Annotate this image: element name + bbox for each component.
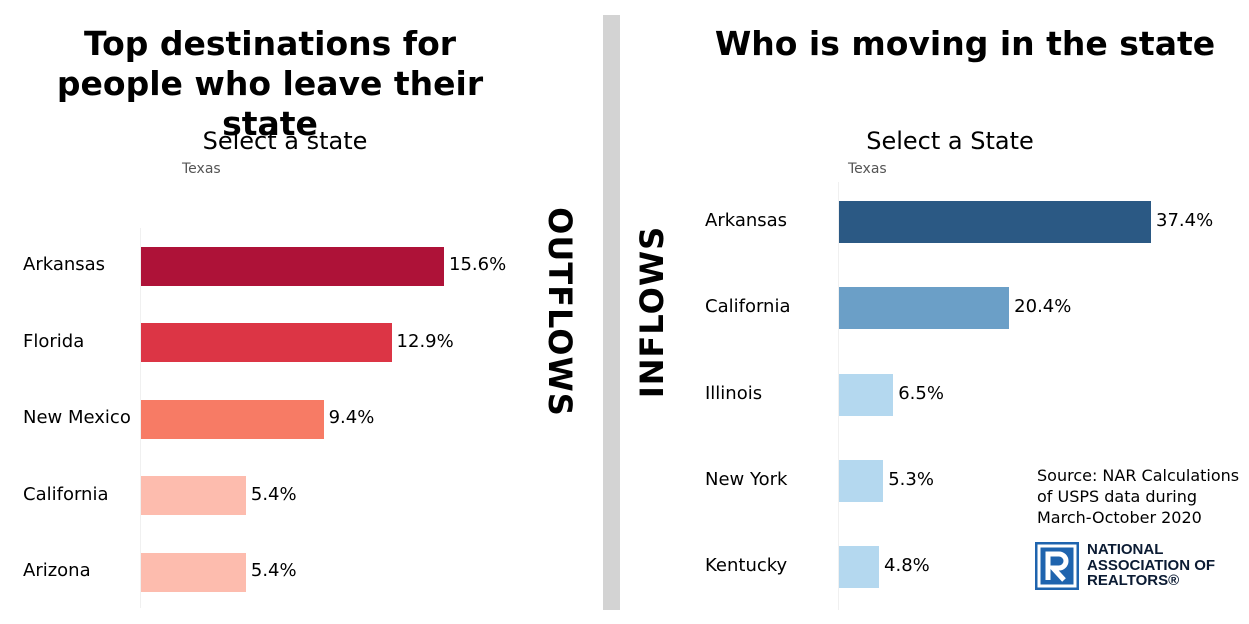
inflows-category-label: Kentucky [705, 555, 788, 577]
outflows-category-label: Arkansas [23, 254, 106, 275]
outflows-category-label: Arizona [23, 560, 91, 581]
outflows-bar[interactable] [141, 323, 392, 362]
inflows-category-label: Arkansas [705, 210, 788, 231]
inflows-value-label: 20.4% [1014, 296, 1072, 318]
inflows-bar[interactable] [839, 546, 880, 589]
inflows-axis-line [838, 182, 839, 610]
inflows-select-label: Select a State [866, 127, 1034, 155]
inflows-category-label: Illinois [705, 382, 763, 404]
outflows-side-label: OUTFLOWS [541, 207, 579, 417]
inflows-chart-title: Who is moving in the state [714, 24, 1216, 63]
inflows-category-label: New York [705, 468, 788, 490]
outflows-value-label: 5.4% [250, 483, 297, 505]
outflows-bar[interactable] [141, 246, 444, 286]
inflows-side-label: INFLOWS [633, 225, 671, 399]
outflows-select-label: Select a state [202, 127, 368, 155]
outflows-value-label: 12.9% [396, 330, 454, 352]
source-note: Source: NAR Calculations of USPS data du… [1037, 465, 1239, 528]
inflows-bar[interactable] [839, 287, 1010, 330]
inflows-value-label: 37.4% [1156, 210, 1214, 231]
realtor-r-logo-icon [1035, 542, 1079, 590]
inflows-value-label: 6.5% [898, 382, 944, 404]
inflows-bar[interactable] [839, 373, 894, 416]
source-line: March-October 2020 [1037, 508, 1202, 527]
outflows-bar[interactable] [141, 552, 246, 592]
inflows-value-label: 4.8% [884, 555, 930, 577]
inflows-bar[interactable] [839, 201, 1151, 243]
outflows-bar[interactable] [141, 476, 246, 515]
inflows-category-label: California [705, 296, 791, 318]
outflows-value-label: 5.4% [250, 560, 297, 581]
outflows-axis-line [140, 228, 141, 608]
outflows-chart-title: Top destinations for people who leave th… [56, 24, 484, 143]
outflows-value-label: 9.4% [328, 407, 375, 428]
outflows-bar[interactable] [141, 399, 324, 439]
inflows-value-label: 5.3% [888, 468, 934, 490]
outflows-category-label: Florida [23, 330, 85, 352]
outflows-category-label: California [23, 483, 109, 505]
inflows-bar[interactable] [839, 459, 884, 502]
inflows-state-select[interactable]: Texas [848, 161, 887, 177]
nar-logo-text: NATIONAL ASSOCIATION OF REALTORS® [1087, 541, 1216, 589]
outflows-category-label: New Mexico [23, 407, 131, 428]
panel-divider [603, 15, 620, 610]
nar-logo: NATIONAL ASSOCIATION OF REALTORS® [1035, 542, 1245, 592]
source-line: Source: NAR Calculations [1037, 466, 1240, 485]
outflows-value-label: 15.6% [449, 254, 507, 275]
source-line: of USPS data during [1037, 487, 1198, 506]
outflows-state-select[interactable]: Texas [182, 161, 221, 177]
